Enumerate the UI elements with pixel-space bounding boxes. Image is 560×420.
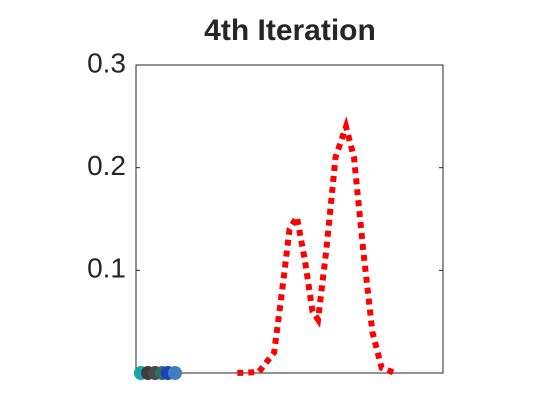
y-tick-label: 0.1 xyxy=(87,253,126,284)
chart-title: 4th Iteration xyxy=(204,14,376,47)
y-tick-label: 0.3 xyxy=(87,47,126,78)
axes-box xyxy=(135,64,444,374)
y-tick-label: 0.2 xyxy=(87,150,126,181)
line xyxy=(237,116,397,376)
point xyxy=(167,366,182,380)
